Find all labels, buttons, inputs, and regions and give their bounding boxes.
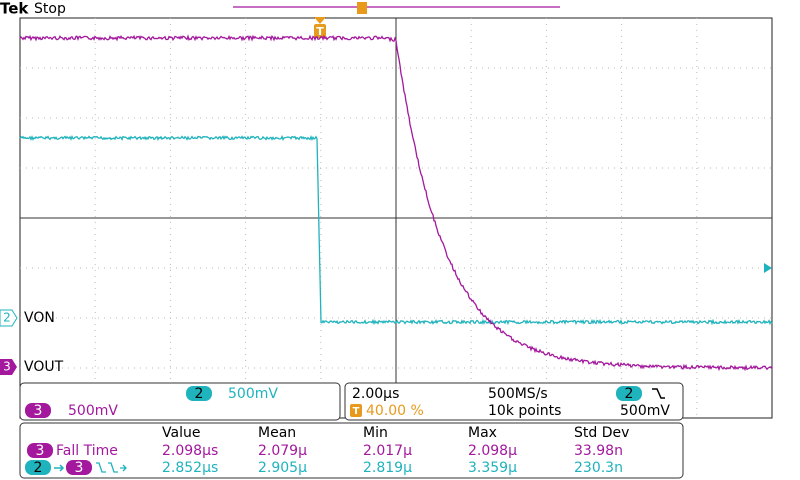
meas1-source: 3 bbox=[36, 443, 45, 459]
trigger-position: 40.00 % bbox=[366, 403, 424, 419]
time-scale: 2.00µs bbox=[352, 386, 399, 402]
ch3-marker-number: 3 bbox=[3, 360, 11, 374]
meas1-pill bbox=[27, 443, 53, 458]
sample-rate: 500MS/s bbox=[488, 386, 548, 402]
ch3-pill bbox=[25, 403, 51, 418]
record-length: 10k points bbox=[488, 403, 561, 419]
measurement-cell: 2.905µ bbox=[258, 460, 307, 476]
column-header: Max bbox=[468, 425, 497, 441]
trigger-icon: T bbox=[316, 25, 324, 38]
ch2-label: VON bbox=[24, 310, 55, 326]
measurement-cell: 3.359µ bbox=[468, 460, 517, 476]
meas1-name: Fall Time bbox=[56, 443, 118, 459]
brand: Tek bbox=[0, 0, 29, 18]
column-header: Value bbox=[162, 425, 200, 441]
meas2-target-pill bbox=[66, 460, 92, 475]
ch2-marker bbox=[0, 309, 18, 327]
ch3-marker bbox=[0, 359, 17, 375]
acq-status: Stop bbox=[34, 1, 66, 17]
meas2-arrow bbox=[54, 464, 65, 472]
meas2-source: 2 bbox=[34, 460, 43, 476]
measurement-panel bbox=[19, 422, 684, 479]
meas2-pill bbox=[25, 460, 51, 475]
vertical-panel bbox=[19, 382, 341, 421]
ch3-pill-number: 3 bbox=[34, 403, 43, 419]
ch2-marker-number: 2 bbox=[3, 311, 11, 325]
measurement-cell: 33.98n bbox=[574, 443, 623, 459]
trigger-source-pill bbox=[616, 386, 642, 401]
measurement-cell: 2.098µ bbox=[468, 443, 517, 459]
measurement-cell: 2.079µ bbox=[258, 443, 307, 459]
waveform-ch3 bbox=[19, 34, 773, 372]
record-trigger-icon bbox=[357, 2, 367, 14]
trigger-marker bbox=[314, 17, 326, 24]
trigger-pos-icon-text: T bbox=[353, 406, 360, 417]
meas2-target: 3 bbox=[75, 460, 84, 476]
ch2-pill-number: 2 bbox=[195, 386, 204, 402]
ch3-label: VOUT bbox=[24, 359, 64, 375]
measurement-table: Value Mean Min Max Std Dev 2.098µs 2.079µ 2.017… bbox=[162, 425, 629, 476]
column-header: Mean bbox=[258, 425, 296, 441]
ch2-pill bbox=[186, 386, 212, 401]
measurement-cell: 2.017µ bbox=[363, 443, 412, 459]
edge-delay-icon bbox=[96, 462, 127, 473]
trigger-pos-icon bbox=[350, 404, 362, 417]
waveform-ch2 bbox=[19, 134, 773, 326]
measurement-cell: 2.098µs bbox=[162, 443, 218, 459]
measurement-cell: 230.3n bbox=[574, 460, 623, 476]
ch2-scale: 500mV bbox=[228, 386, 278, 402]
trigger-source: 2 bbox=[625, 386, 634, 402]
trigger-level: 500mV bbox=[620, 403, 670, 419]
measurement-cell: 2.819µ bbox=[363, 460, 412, 476]
column-header: Std Dev bbox=[574, 425, 629, 441]
trigger-level-marker bbox=[764, 263, 772, 273]
column-header: Min bbox=[363, 425, 388, 441]
falling-edge-icon bbox=[652, 388, 665, 399]
measurement-cell: 2.852µs bbox=[162, 460, 218, 476]
trigger-marker-box bbox=[314, 24, 326, 38]
ch3-scale: 500mV bbox=[68, 403, 118, 419]
horizontal-panel bbox=[344, 382, 684, 421]
